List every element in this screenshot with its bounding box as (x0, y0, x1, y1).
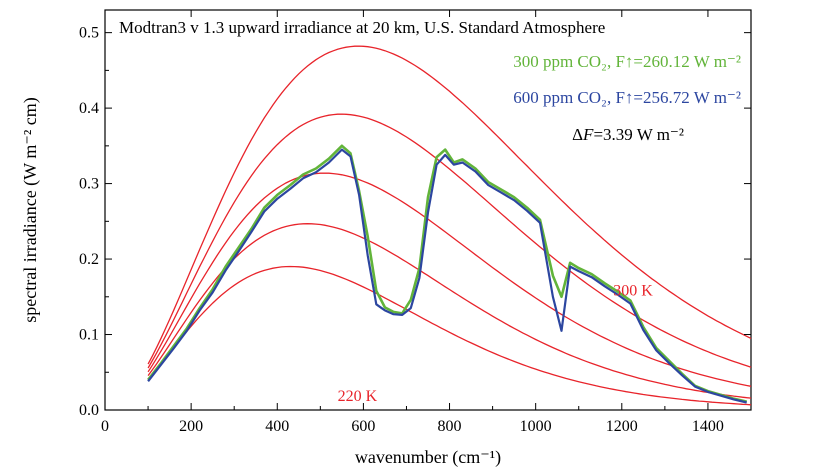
x-tick-label: 400 (265, 418, 289, 435)
curve-label-220k: 220 K (338, 388, 378, 405)
x-tick-label: 1000 (520, 418, 552, 435)
chart-title: Modtran3 v 1.3 upward irradiance at 20 k… (119, 18, 605, 37)
y-tick-label: 0.4 (79, 100, 99, 117)
plot-frame (104, 9, 752, 411)
y-tick-label: 0.0 (79, 402, 99, 419)
x-tick-label: 600 (351, 418, 375, 435)
spectrum-line-0 (147, 144, 747, 403)
planck-curve-280k (147, 113, 752, 369)
x-tick-label: 1400 (692, 418, 724, 435)
planck-curve-240k (147, 223, 752, 399)
planck-curves (147, 45, 752, 406)
y-tick-label: 0.3 (79, 176, 99, 193)
delta-symbol: Δ (572, 125, 583, 144)
x-tick-label: 1200 (606, 418, 638, 435)
x-tick-label: 0 (101, 418, 109, 435)
legend-300ppm: 300 ppm CO₂, F↑=260.12 W m⁻² (513, 52, 741, 71)
spectra (147, 144, 747, 404)
legend-600ppm: 600 ppm CO₂, F↑=256.72 W m⁻² (513, 88, 741, 107)
spectrum-line-1 (147, 148, 747, 404)
x-ticks: 0 200 400 600 800 1000 1200 1400 (101, 10, 724, 435)
y-ticks: 0.0 0.1 0.2 0.3 0.4 0.5 (79, 25, 751, 419)
x-tick-label: 800 (438, 418, 462, 435)
x-axis-label: wavenumber (cm⁻¹) (355, 447, 501, 468)
delta-f-italic: F (582, 125, 594, 144)
y-tick-label: 0.1 (79, 327, 99, 344)
delta-f-value: =3.39 W m⁻² (593, 125, 684, 144)
legend-delta-f: ΔF=3.39 W m⁻² (572, 125, 684, 144)
planck-curve-300k (147, 45, 752, 365)
y-axis-label: spectral irradiance (W m⁻² cm) (20, 97, 41, 322)
planck-curve-260k (147, 172, 752, 387)
planck-curve-220k (147, 265, 752, 406)
x-tick-label: 200 (179, 418, 203, 435)
curve-label-300k: 300 K (613, 282, 653, 299)
y-tick-label: 0.5 (79, 25, 99, 42)
y-tick-label: 0.2 (79, 251, 99, 268)
